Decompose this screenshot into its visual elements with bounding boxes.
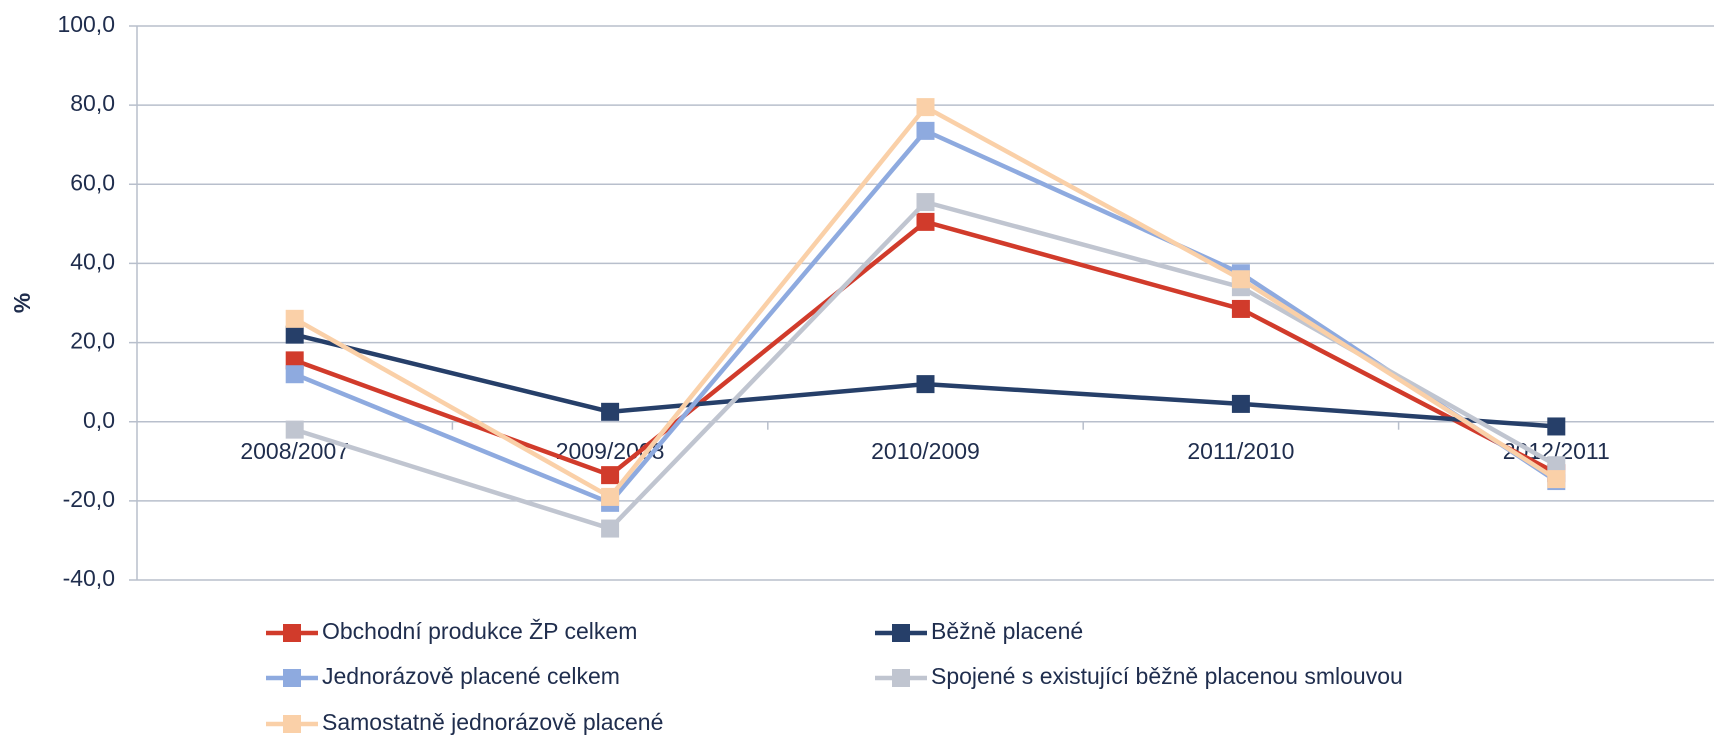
point-marker (1231, 299, 1250, 318)
y-tick-label: -20,0 (63, 486, 115, 512)
y-tick-label: 0,0 (83, 407, 115, 433)
point-marker (1231, 394, 1250, 413)
y-tick-label: 60,0 (70, 169, 115, 195)
point-marker (601, 519, 620, 538)
legend-label: Jednorázově placené celkem (322, 663, 620, 689)
legend-label: Samostatně jednorázově placené (322, 709, 663, 735)
y-axis-label: % (9, 293, 35, 313)
point-marker (916, 193, 935, 212)
point-marker (285, 365, 304, 384)
point-marker (601, 487, 620, 506)
legend-marker (283, 669, 301, 687)
point-marker (916, 212, 935, 231)
point-marker (916, 121, 935, 140)
legend-marker (892, 624, 910, 642)
y-tick-label: 20,0 (70, 328, 115, 354)
point-marker (601, 466, 620, 485)
y-tick-label: 80,0 (70, 90, 115, 116)
point-marker (285, 351, 304, 370)
point-marker (285, 309, 304, 328)
legend-label: Spojené s existující běžně placenou smlo… (931, 663, 1403, 689)
point-marker (1231, 270, 1250, 289)
point-marker (285, 325, 304, 344)
y-tick-label: 40,0 (70, 249, 115, 275)
y-tick-label: -40,0 (63, 565, 115, 591)
legend-label: Běžně placené (931, 618, 1083, 644)
point-marker (916, 98, 935, 117)
point-marker (1547, 470, 1566, 489)
point-marker (601, 402, 620, 421)
point-marker (1547, 456, 1566, 475)
x-tick-label: 2010/2009 (871, 438, 980, 464)
series-line (294, 199, 1558, 532)
point-marker (1547, 417, 1566, 436)
legend-marker (892, 669, 910, 687)
x-tick-label: 2011/2010 (1187, 438, 1294, 464)
legend-label: Obchodní produkce ŽP celkem (322, 618, 637, 644)
point-marker (916, 375, 935, 394)
legend-marker (283, 624, 301, 642)
legend-marker (283, 715, 301, 733)
y-tick-label: 100,0 (57, 11, 115, 37)
point-marker (285, 420, 304, 439)
